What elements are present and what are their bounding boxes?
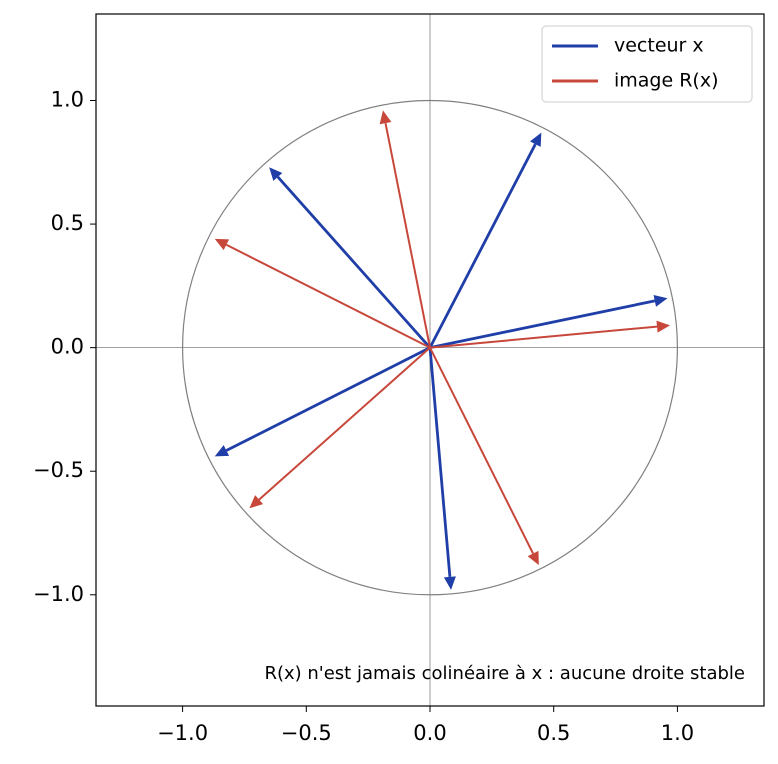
arrow xyxy=(269,167,432,349)
y-tick-label: −0.5 xyxy=(33,458,84,482)
legend-label: image R(x) xyxy=(614,70,719,92)
arrow-head xyxy=(527,550,539,566)
arrow xyxy=(428,132,542,349)
unit-circle xyxy=(181,99,679,596)
arrow-head xyxy=(214,445,230,457)
plot-frame xyxy=(95,13,765,707)
arrow-shaft xyxy=(429,347,534,554)
arrow-shaft xyxy=(429,299,656,350)
arrow xyxy=(428,347,456,590)
y-tick-label: −1.0 xyxy=(33,582,84,606)
annotation: R(x) n'est jamais colinéaire à x : aucun… xyxy=(264,663,745,684)
arrow xyxy=(214,238,431,349)
arrow xyxy=(214,346,431,457)
legend-label: vecteur x xyxy=(614,35,704,57)
arrow-shaft xyxy=(428,347,452,578)
arrow-shaft xyxy=(258,346,431,501)
arrow-shaft xyxy=(428,143,537,349)
arrow xyxy=(429,320,670,349)
x-tick-label: 0.5 xyxy=(537,721,570,745)
arrow-head xyxy=(249,495,264,509)
x-tick-label: 1.0 xyxy=(661,721,694,745)
arrow-shaft xyxy=(429,325,658,349)
y-tick-label: 1.0 xyxy=(51,88,84,112)
arrow-head xyxy=(653,294,668,307)
y-tick-label: 0.5 xyxy=(51,211,84,235)
arrow-shaft xyxy=(384,122,431,348)
arrow-head xyxy=(214,238,230,251)
arrow xyxy=(379,110,431,348)
legend: vecteur x image R(x) xyxy=(541,25,753,103)
arrow xyxy=(429,294,668,350)
x-tick-label: 0.0 xyxy=(413,721,446,745)
arrow-head xyxy=(379,110,392,125)
x-tick-label: −1.0 xyxy=(157,721,208,745)
arrow xyxy=(249,346,431,509)
y-tick-label: 0.0 xyxy=(51,335,84,359)
x-tick-label: −0.5 xyxy=(281,721,332,745)
arrow-head xyxy=(530,132,542,147)
arrow-shaft xyxy=(276,176,432,349)
arrow xyxy=(429,347,539,566)
arrow-shaft xyxy=(225,346,431,452)
arrow-head xyxy=(656,320,670,333)
arrow-head xyxy=(269,167,283,181)
arrow-head xyxy=(443,576,456,590)
arrow-shaft xyxy=(225,243,431,349)
